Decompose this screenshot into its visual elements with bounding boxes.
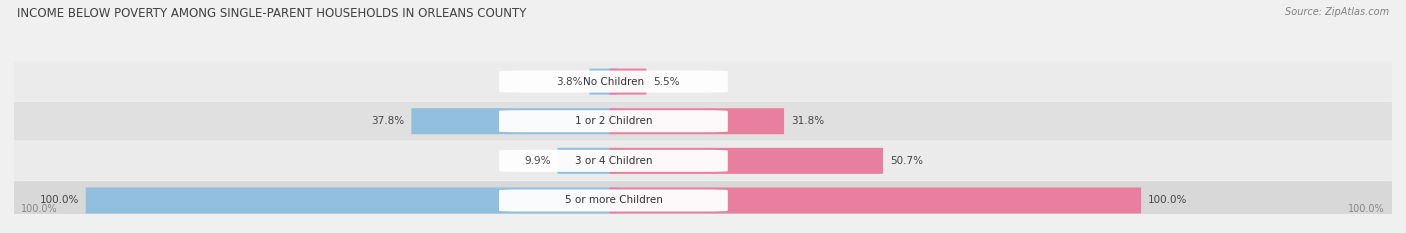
FancyBboxPatch shape	[10, 62, 1396, 101]
Text: 100.0%: 100.0%	[1348, 204, 1385, 214]
Text: 5.5%: 5.5%	[654, 77, 679, 87]
FancyBboxPatch shape	[589, 69, 617, 95]
FancyBboxPatch shape	[609, 148, 883, 174]
Text: 1 or 2 Children: 1 or 2 Children	[575, 116, 652, 126]
Text: 50.7%: 50.7%	[890, 156, 922, 166]
Text: 31.8%: 31.8%	[792, 116, 824, 126]
Text: 37.8%: 37.8%	[371, 116, 405, 126]
Text: 100.0%: 100.0%	[21, 204, 58, 214]
FancyBboxPatch shape	[412, 108, 617, 134]
Text: 9.9%: 9.9%	[524, 156, 551, 166]
Text: 3.8%: 3.8%	[555, 77, 582, 87]
FancyBboxPatch shape	[499, 110, 728, 132]
FancyBboxPatch shape	[557, 148, 617, 174]
FancyBboxPatch shape	[10, 102, 1396, 140]
FancyBboxPatch shape	[609, 188, 1142, 213]
FancyBboxPatch shape	[10, 141, 1396, 180]
FancyBboxPatch shape	[499, 71, 728, 93]
FancyBboxPatch shape	[86, 188, 617, 213]
Text: Source: ZipAtlas.com: Source: ZipAtlas.com	[1285, 7, 1389, 17]
Text: 3 or 4 Children: 3 or 4 Children	[575, 156, 652, 166]
FancyBboxPatch shape	[609, 108, 785, 134]
Text: 5 or more Children: 5 or more Children	[564, 195, 662, 206]
Text: 100.0%: 100.0%	[39, 195, 79, 206]
FancyBboxPatch shape	[10, 181, 1396, 220]
FancyBboxPatch shape	[609, 69, 647, 95]
Text: INCOME BELOW POVERTY AMONG SINGLE-PARENT HOUSEHOLDS IN ORLEANS COUNTY: INCOME BELOW POVERTY AMONG SINGLE-PARENT…	[17, 7, 526, 20]
Text: No Children: No Children	[583, 77, 644, 87]
Text: 100.0%: 100.0%	[1149, 195, 1188, 206]
FancyBboxPatch shape	[499, 150, 728, 172]
FancyBboxPatch shape	[499, 189, 728, 212]
